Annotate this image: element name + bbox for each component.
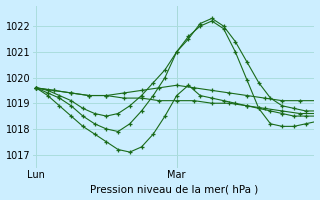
X-axis label: Pression niveau de la mer( hPa ): Pression niveau de la mer( hPa )	[90, 184, 258, 194]
